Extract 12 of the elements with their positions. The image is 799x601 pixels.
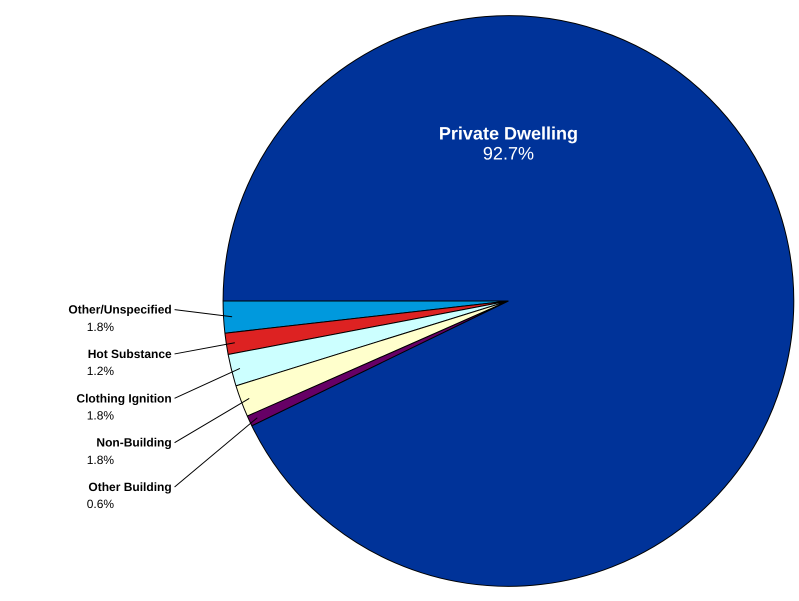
slice-label: Other/Unspecified — [68, 302, 172, 317]
data-label: 1.8% — [86, 320, 114, 334]
slice-label: Private Dwelling — [438, 124, 578, 144]
slice-label: Non-Building — [96, 436, 172, 450]
data-label: 1.8% — [86, 408, 114, 422]
data-label: 92.7% — [482, 144, 534, 164]
data-label: 1.8% — [86, 452, 114, 467]
slice-label: Clothing Ignition — [76, 391, 172, 406]
slice-label: Hot Substance — [88, 346, 172, 361]
data-label: 1.2% — [86, 364, 114, 378]
slice-label: Other Building — [88, 480, 172, 494]
data-label: 0.6% — [86, 497, 114, 512]
